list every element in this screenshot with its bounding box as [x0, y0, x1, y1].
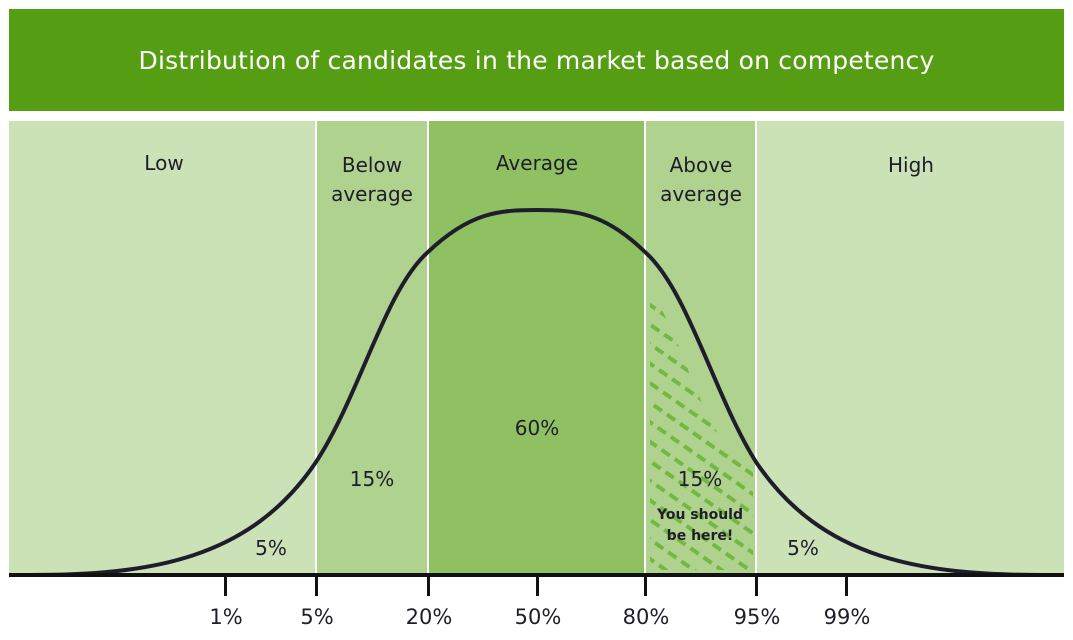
tick-marks [224, 577, 848, 596]
region-label-average: Average [496, 151, 578, 175]
band-high [757, 121, 1064, 575]
tick-label: 99% [824, 605, 871, 629]
band-average [429, 121, 644, 575]
region-label-above-1: Above [670, 153, 733, 177]
region-label-below-1: Below [342, 153, 402, 177]
tick-label: 5% [300, 605, 333, 629]
share-average: 60% [515, 416, 559, 440]
region-label-high: High [888, 153, 934, 177]
tick-label: 95% [734, 605, 781, 629]
tick-label: 80% [623, 605, 670, 629]
tick-label: 1% [209, 605, 242, 629]
chart-title: Distribution of candidates in the market… [138, 45, 935, 75]
callout-line-2: be here! [667, 528, 734, 544]
band-low [9, 121, 315, 575]
share-below: 15% [350, 467, 394, 491]
share-above: 15% [678, 467, 722, 491]
chart-header: Distribution of candidates in the market… [9, 9, 1064, 111]
bell-curve [29, 207, 1045, 577]
region-label-below-2: average [331, 182, 413, 206]
callout-line-1: You should [656, 507, 743, 523]
tick-label: 20% [406, 605, 453, 629]
region-label-low: Low [144, 151, 183, 175]
region-label-above-2: average [660, 182, 742, 206]
share-high: 5% [787, 536, 819, 560]
share-low: 5% [255, 536, 287, 560]
tick-label: 50% [515, 605, 562, 629]
x-axis [9, 573, 1064, 577]
